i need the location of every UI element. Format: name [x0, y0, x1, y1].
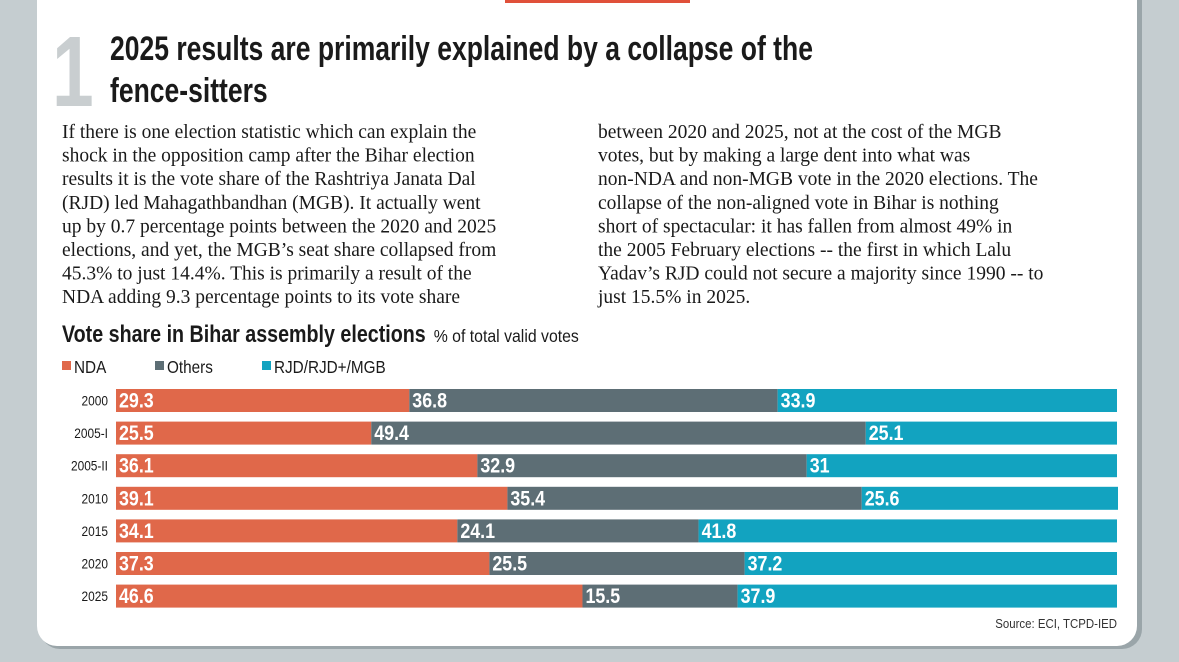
article-line: just 15.5% in 2025.: [597, 287, 750, 308]
value-label: 37.9: [741, 585, 776, 609]
source: Source: ECI, TCPD-IED: [995, 616, 1117, 631]
top-accent: [505, 0, 690, 3]
article-line: results it is the vote share of the Rash…: [62, 169, 476, 190]
bar-segment: [116, 454, 478, 478]
category-label: 2025: [82, 588, 108, 604]
value-label: 25.1: [869, 422, 904, 446]
value-label: 41.8: [702, 520, 737, 544]
bar-segment: [116, 389, 410, 412]
legend-label: RJD/RJD+/MGB: [274, 357, 386, 377]
article-line: (RJD) led Mahagathbandhan (MGB). It actu…: [62, 193, 481, 214]
article-line: NDA adding 9.3 percentage points to its …: [62, 287, 460, 308]
category-label: 2020: [82, 556, 108, 572]
bar-segment: [116, 486, 508, 510]
headline: fence-sitters: [110, 72, 268, 110]
section-number: 1: [52, 15, 94, 127]
bar-segment: [116, 519, 458, 543]
bar-segment: [777, 389, 1117, 412]
bar-segment: [744, 552, 1117, 575]
category-label: 2000: [82, 393, 108, 409]
article-line: short of spectacular: it has fallen from…: [598, 216, 1013, 237]
bar-segment: [806, 454, 1117, 478]
article-line: between 2020 and 2025, not at the cost o…: [598, 122, 1001, 143]
card: [37, 0, 1137, 646]
value-label: 32.9: [480, 454, 515, 478]
bar-segment: [865, 421, 1117, 445]
bar-segment: [116, 552, 490, 575]
article-line: elections, and yet, the MGB’s seat share…: [62, 240, 496, 261]
value-label: 25.5: [492, 552, 527, 576]
bar-segment: [582, 584, 738, 608]
bar-segment: [861, 486, 1119, 510]
headline: 2025 results are primarily explained by …: [110, 30, 813, 68]
value-label: 39.1: [119, 487, 154, 511]
value-label: 49.4: [374, 422, 409, 446]
value-label: 31: [810, 454, 830, 478]
legend-swatch: [155, 361, 164, 370]
category-label: 2015: [82, 523, 108, 539]
article-line: If there is one election statistic which…: [62, 122, 476, 143]
value-label: 25.5: [119, 422, 154, 446]
value-label: 33.9: [781, 389, 816, 413]
article-line: non-NDA and non-MGB vote in the 2020 ele…: [598, 169, 1038, 190]
legend-swatch: [62, 361, 71, 370]
bar-segment: [737, 584, 1117, 608]
legend-swatch: [262, 361, 271, 370]
bar-segment: [116, 421, 372, 445]
article-line: votes, but by making a large dent into w…: [598, 146, 970, 167]
value-label: 24.1: [460, 520, 495, 544]
legend-label: NDA: [74, 357, 107, 377]
value-label: 37.3: [119, 552, 154, 576]
legend-label: Others: [167, 357, 213, 377]
chart-subtitle: % of total valid votes: [434, 326, 579, 346]
value-label: 46.6: [119, 585, 154, 609]
article-line: collapse of the non-aligned vote in Biha…: [598, 193, 999, 214]
value-label: 15.5: [585, 585, 620, 609]
bar-segment: [477, 454, 807, 478]
category-label: 2005-I: [74, 425, 108, 441]
value-label: 35.4: [510, 487, 545, 511]
value-label: 34.1: [119, 520, 154, 544]
value-label: 25.6: [865, 487, 900, 511]
category-label: 2010: [82, 490, 108, 506]
value-label: 36.8: [412, 389, 447, 413]
article-line: up by 0.7 percentage points between the …: [62, 216, 496, 237]
bar-segment: [698, 519, 1117, 543]
article-line: the 2005 February elections -- the first…: [598, 240, 1011, 261]
article-line: Yadav’s RJD could not secure a majority …: [598, 264, 1043, 285]
bar-segment: [409, 389, 778, 412]
chart-title: Vote share in Bihar assembly elections: [62, 320, 426, 347]
value-label: 29.3: [119, 389, 154, 413]
bar-segment: [457, 519, 699, 543]
bar-segment: [116, 584, 583, 608]
bar-segment: [489, 552, 745, 575]
value-label: 37.2: [748, 552, 783, 576]
article-line: shock in the opposition camp after the B…: [62, 146, 475, 167]
article-line: 45.3% to just 14.4%. This is primarily a…: [62, 264, 472, 285]
bar-segment: [507, 486, 862, 510]
value-label: 36.1: [119, 454, 154, 478]
category-label: 2005-II: [71, 458, 108, 474]
bar-segment: [371, 421, 866, 445]
